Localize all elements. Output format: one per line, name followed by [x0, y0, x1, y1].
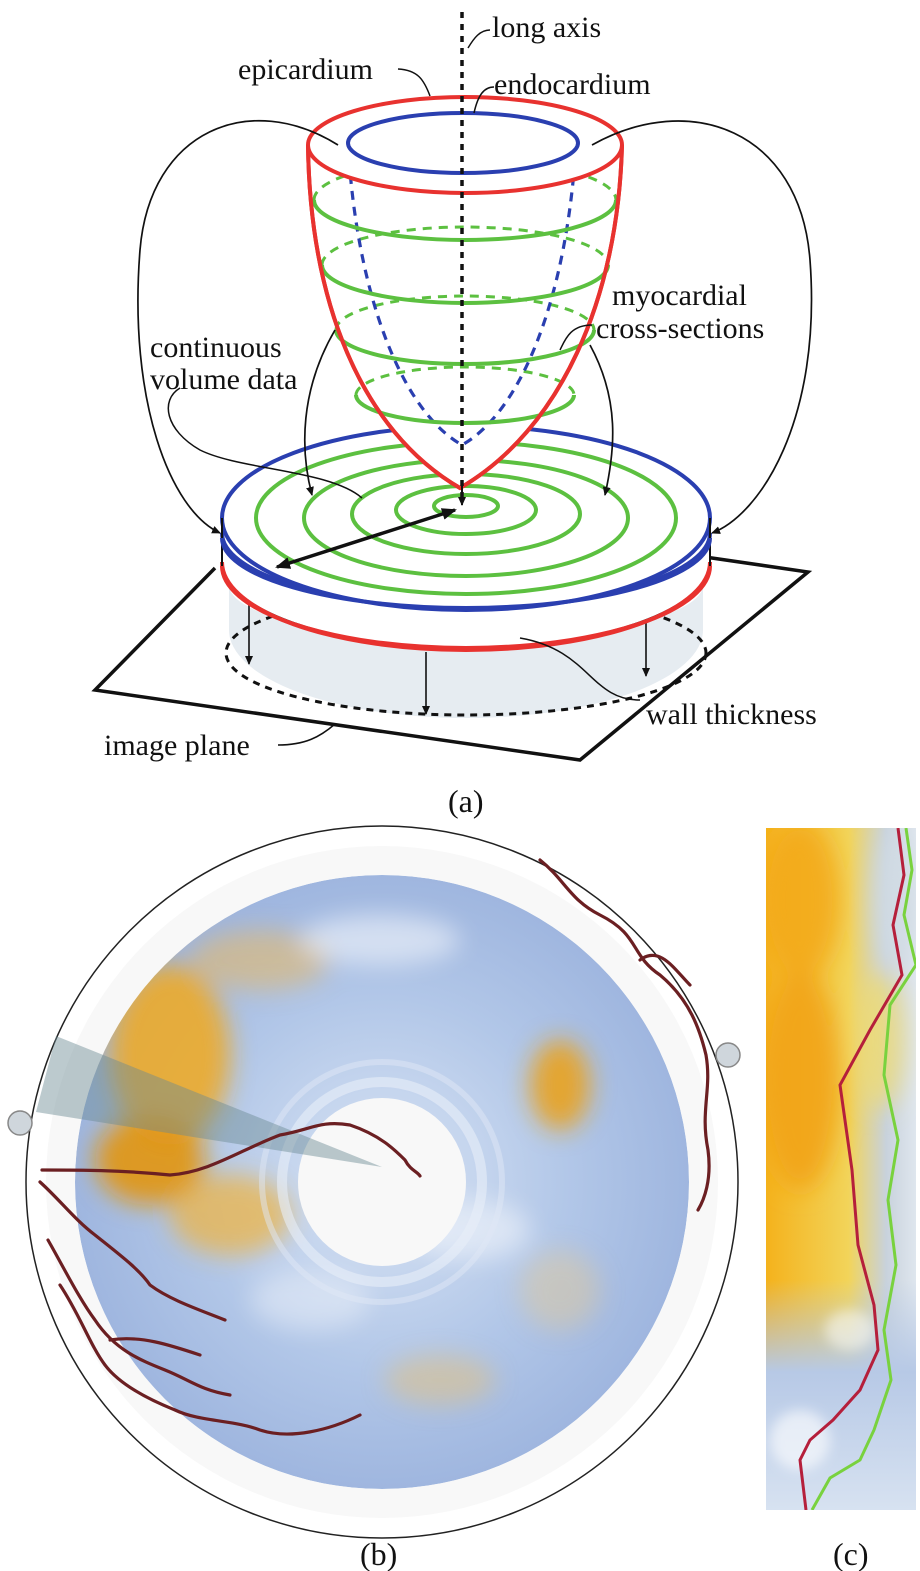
label-volume-data: volume data: [150, 363, 297, 396]
handle-right[interactable]: [715, 1042, 741, 1068]
label-continuous: continuous: [150, 331, 282, 364]
label-long-axis: long axis: [492, 11, 601, 44]
heatmap-ring: [75, 875, 689, 1489]
label-cross-sections: cross-sections: [596, 312, 764, 345]
image-plane: [91, 555, 813, 762]
label-image-plane: image plane: [104, 729, 250, 762]
vessels: [38, 858, 711, 1436]
profile-green: [810, 828, 916, 1510]
caption-c: (c): [833, 1536, 869, 1571]
panel-a: long axis epicardium endocardium myocard…: [91, 11, 817, 819]
label-endocardium: endocardium: [494, 68, 651, 101]
caption-b: (b): [360, 1536, 397, 1571]
label-epicardium: epicardium: [238, 53, 373, 86]
label-wall-thickness: wall thickness: [646, 698, 817, 731]
projection-arrows: [245, 605, 650, 715]
panel-b: (b): [7, 825, 741, 1571]
panel-c: (c): [766, 828, 916, 1571]
handle-left[interactable]: [7, 1110, 33, 1136]
profile-red: [798, 828, 906, 1510]
selection-wedge: [36, 1036, 382, 1167]
leader-lines: [167, 29, 641, 746]
radius-arrow: [275, 508, 457, 569]
mapping-arrows: [137, 119, 813, 534]
label-myocardial: myocardial: [612, 279, 747, 312]
projection-outline: [224, 589, 708, 717]
endocardium-inner: [346, 142, 578, 447]
caption-a: (a): [448, 783, 484, 819]
